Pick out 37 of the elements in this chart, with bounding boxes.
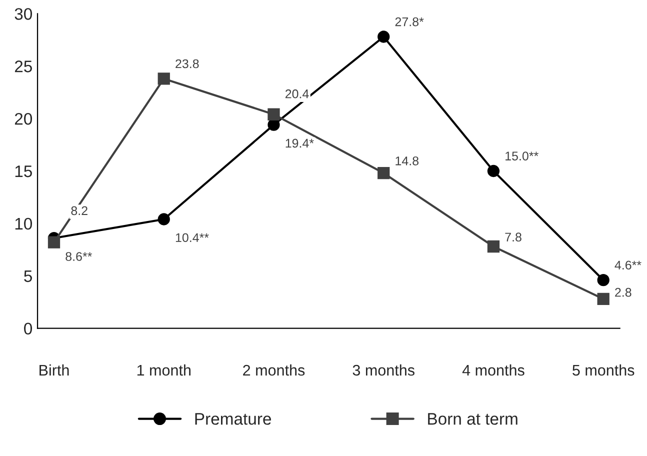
point: [597, 274, 610, 286]
point: [487, 240, 500, 253]
x-tick-label: 5 months: [572, 364, 634, 376]
point: [378, 30, 390, 43]
point: [378, 167, 390, 180]
y-tick-label: 10: [15, 218, 32, 230]
data-label: 2.8: [615, 288, 632, 297]
x-tick-label: Birth: [40, 364, 69, 376]
x-tick-label: 4 months: [462, 364, 524, 376]
x-tick-label: 1 month: [137, 364, 190, 376]
y-tick-label: 0: [24, 322, 32, 335]
legend-label: Premature: [195, 413, 271, 425]
point: [48, 236, 60, 248]
legend-label: Born at term: [428, 413, 518, 425]
data-label: 19.4*: [286, 138, 314, 148]
data-label: 7.8: [505, 232, 522, 242]
data-label: 20.4: [285, 89, 309, 98]
data-label: 8.6**: [66, 252, 92, 261]
x-tick-label: 3 months: [352, 364, 414, 376]
point: [158, 72, 170, 85]
data-label: 23.8: [176, 59, 199, 68]
data-label: 8.2: [71, 206, 88, 216]
point: [158, 213, 170, 226]
data-label: 10.4**: [176, 233, 209, 242]
point: [268, 108, 280, 120]
data-label: 27.8*: [395, 17, 424, 26]
y-tick-label: 5: [24, 270, 32, 282]
y-tick-label: 15: [15, 166, 32, 178]
y-tick-label: 25: [14, 60, 32, 72]
x-tick-label: 2 months: [243, 364, 305, 376]
point: [487, 164, 500, 178]
y-tick-label: 30: [14, 8, 32, 20]
point: [597, 292, 610, 306]
data-label: 4.6**: [614, 260, 642, 270]
data-label: 15.0**: [506, 152, 538, 160]
y-tick-label: 20: [14, 112, 32, 125]
data-label: 14.8: [396, 156, 419, 166]
